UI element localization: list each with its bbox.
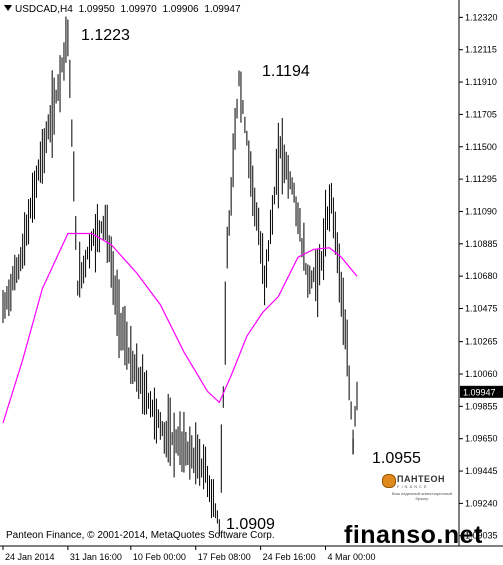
annotation-low-1: 1.0909 xyxy=(226,516,275,533)
current-price-tag xyxy=(460,385,503,398)
panteon-logo: ПАНТЕОН FINANCE Ваш надежный инвестицион… xyxy=(382,474,452,510)
y-tick-label-2: 1.11910 xyxy=(465,77,497,87)
y-tick-label-10: 1.10265 xyxy=(465,337,498,347)
logo-tagline: Ваш надежный инвестиционный брокер xyxy=(391,491,453,501)
x-tick-label-1: 31 Jan 16:00 xyxy=(70,552,122,562)
y-tick-label-13: 1.09650 xyxy=(465,434,498,444)
y-tick-label-4: 1.11500 xyxy=(465,142,497,152)
current-price-label: 1.09947 xyxy=(463,387,496,397)
y-tick-label-15: 1.09240 xyxy=(465,498,498,508)
y-tick-label-9: 1.10475 xyxy=(465,304,498,314)
annotation-high-1: 1.1223 xyxy=(81,27,130,44)
y-tick-label-5: 1.11295 xyxy=(465,174,497,184)
open-value: 1.09950 xyxy=(78,4,115,15)
logo-sub: FINANCE xyxy=(397,484,429,489)
y-tick-label-14: 1.09445 xyxy=(465,466,498,476)
x-tick-label-4: 24 Feb 16:00 xyxy=(263,552,316,562)
y-tick-label-8: 1.10680 xyxy=(465,271,498,281)
y-tick-label-6: 1.11090 xyxy=(465,206,497,216)
y-tick-label-0: 1.12320 xyxy=(465,12,498,22)
y-tick-label-1: 1.12115 xyxy=(465,45,497,55)
site-watermark: finanso.net xyxy=(344,521,483,549)
close-value: 1.09947 xyxy=(204,4,241,15)
x-tick-label-2: 10 Feb 00:00 xyxy=(133,552,186,562)
high-value: 1.09970 xyxy=(120,4,157,15)
y-tick-label-12: 1.09855 xyxy=(465,401,498,411)
logo-name: ПАНТЕОН xyxy=(397,474,445,484)
dropdown-triangle-icon[interactable] xyxy=(4,5,12,11)
y-tick-label-3: 1.11705 xyxy=(465,109,497,119)
moving-average-line xyxy=(2,232,358,424)
x-tick-label-3: 17 Feb 08:00 xyxy=(198,552,251,562)
y-tick-label-11: 1.10060 xyxy=(465,369,498,379)
annotation-high-2: 1.1194 xyxy=(262,63,310,80)
symbol-label: USDCAD,H4 xyxy=(15,4,73,15)
x-tick-label-0: 24 Jan 2014 xyxy=(5,552,55,562)
y-tick-label-7: 1.10885 xyxy=(465,239,498,249)
panteon-logo-icon xyxy=(382,474,396,488)
copyright-text: Panteon Finance, © 2001-2014, MetaQuotes… xyxy=(6,530,275,541)
chart-header: USDCAD,H4 1.09950 1.09970 1.09906 1.0994… xyxy=(4,4,241,15)
low-value: 1.09906 xyxy=(162,4,199,15)
y-tick-label-16: 1.09035 xyxy=(465,531,498,541)
x-tick-label-5: 4 Mar 00:00 xyxy=(328,552,376,562)
annotation-low-2: 1.0955 xyxy=(372,450,421,467)
